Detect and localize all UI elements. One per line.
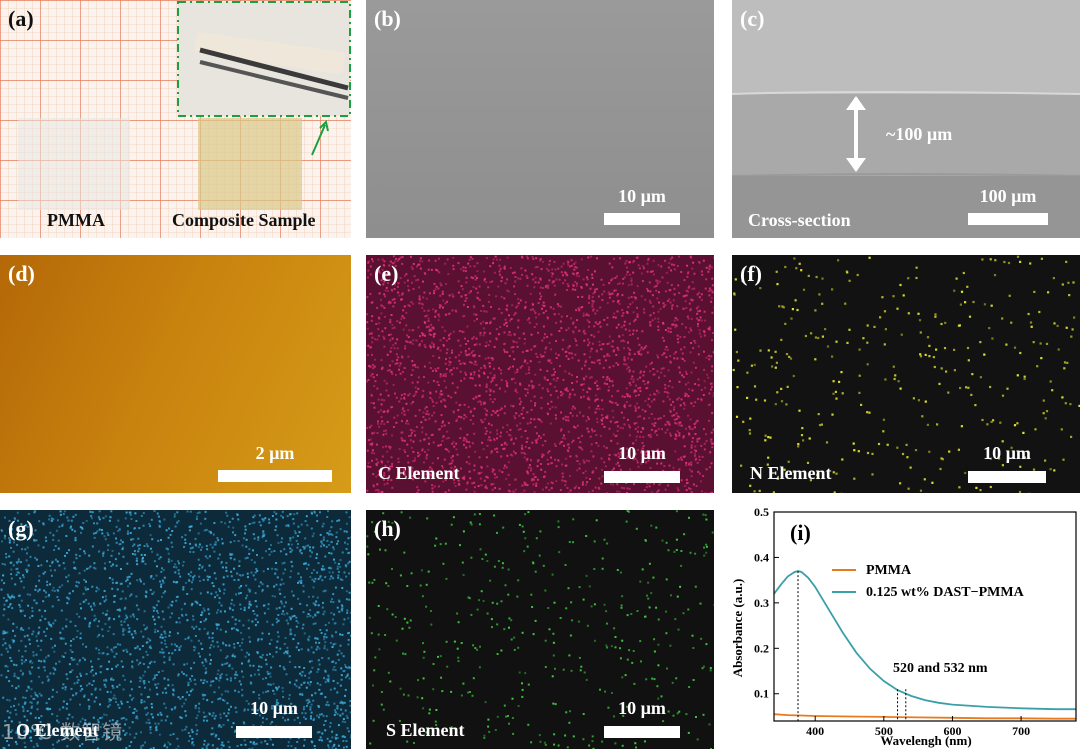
panel-label: (g) <box>8 516 34 541</box>
scale-bar <box>236 726 312 738</box>
scale-bar <box>968 213 1048 225</box>
y-axis-label: Absorbance (a.u.) <box>730 579 745 678</box>
scale-bar <box>604 213 680 225</box>
y-tick-label: 0.5 <box>754 508 769 519</box>
composite-sample <box>198 118 302 210</box>
panel-label: (i) <box>790 520 811 545</box>
panel-label: (h) <box>374 516 401 541</box>
panel-c: (c) ~100 µm Cross-section 100 µm <box>732 0 1080 238</box>
y-tick-label: 0.4 <box>754 550 769 564</box>
scale-bar <box>604 726 680 738</box>
panel-b: (b) 10 µm <box>366 0 714 238</box>
n-element-map <box>732 255 1080 493</box>
element-caption: S Element <box>386 720 465 740</box>
panel-label: (e) <box>374 261 399 286</box>
pmma-caption: PMMA <box>47 210 105 230</box>
c-element-map <box>366 255 714 493</box>
x-tick-label: 700 <box>1012 724 1030 738</box>
x-tick-label: 500 <box>875 724 893 738</box>
panel-h: (h) S Element 10 µm <box>366 510 714 749</box>
scale-label: 10 µm <box>983 443 1031 463</box>
panel-label: (d) <box>8 261 35 286</box>
legend-label-pmma: PMMA <box>866 563 912 578</box>
series-line <box>773 713 1076 720</box>
y-tick-label: 0.2 <box>754 641 769 655</box>
legend-label-dast: 0.125 wt% DAST−PMMA <box>866 585 1025 600</box>
scale-label: 10 µm <box>618 443 666 463</box>
plot-frame <box>773 511 1077 722</box>
x-tick-label: 600 <box>943 724 961 738</box>
scale-bar <box>604 471 680 483</box>
composite-caption: Composite Sample <box>172 210 316 230</box>
x-axis-label: Wavelengh (nm) <box>880 733 971 748</box>
watermark: 10℃ 数智镜 <box>2 720 124 744</box>
o-element-map <box>0 510 351 749</box>
element-caption: O Element <box>16 720 99 740</box>
cross-section-image <box>732 0 1080 238</box>
panel-label: (a) <box>8 6 34 31</box>
scale-bar <box>968 471 1046 483</box>
arrow-down-icon <box>846 158 866 172</box>
s-element-map <box>366 510 714 749</box>
series-line <box>773 570 1076 711</box>
x-tick-label: 400 <box>806 724 824 738</box>
scale-label: 2 µm <box>255 443 295 463</box>
scale-bar <box>218 470 332 482</box>
thickness-label: ~100 µm <box>886 124 953 144</box>
arrow-icon <box>319 120 329 132</box>
scale-label: 10 µm <box>618 186 666 206</box>
panel-e: (e) C Element 10 µm <box>366 255 714 493</box>
panel-f: (f) N Element 10 µm <box>732 255 1080 493</box>
arrow-up-icon <box>846 96 866 110</box>
panel-a: (a) PMMA Composite Sample <box>0 0 351 238</box>
element-caption: C Element <box>378 463 460 483</box>
pmma-sample <box>18 118 130 210</box>
scale-label: 10 µm <box>250 698 298 718</box>
panel-label: (c) <box>740 6 765 31</box>
element-caption: N Element <box>750 463 832 483</box>
absorbance-chart: 0.5 0.4 0.3 0.2 0.1 700 600 500 400 Absorbance (… <box>730 508 1077 748</box>
cross-section-caption: Cross-section <box>748 210 851 230</box>
panel-i: 0.5 0.4 0.3 0.2 0.1 700 600 500 400 Absorbance (… <box>728 508 1080 749</box>
y-tick-label: 0.3 <box>754 596 769 610</box>
wavelength-annotation: 520 and 532 nm <box>893 661 988 676</box>
panel-d: (d) 2 µm <box>0 255 351 493</box>
inset-border <box>177 1 351 117</box>
scale-label: 10 µm <box>618 698 666 718</box>
panel-g: (g) O Element 10 µm <box>0 510 351 749</box>
y-tick-label: 0.1 <box>754 687 769 701</box>
scale-label: 100 µm <box>979 186 1037 206</box>
panel-label: (b) <box>374 6 401 31</box>
panel-label: (f) <box>740 261 762 286</box>
grid-paper-photo <box>0 0 351 238</box>
